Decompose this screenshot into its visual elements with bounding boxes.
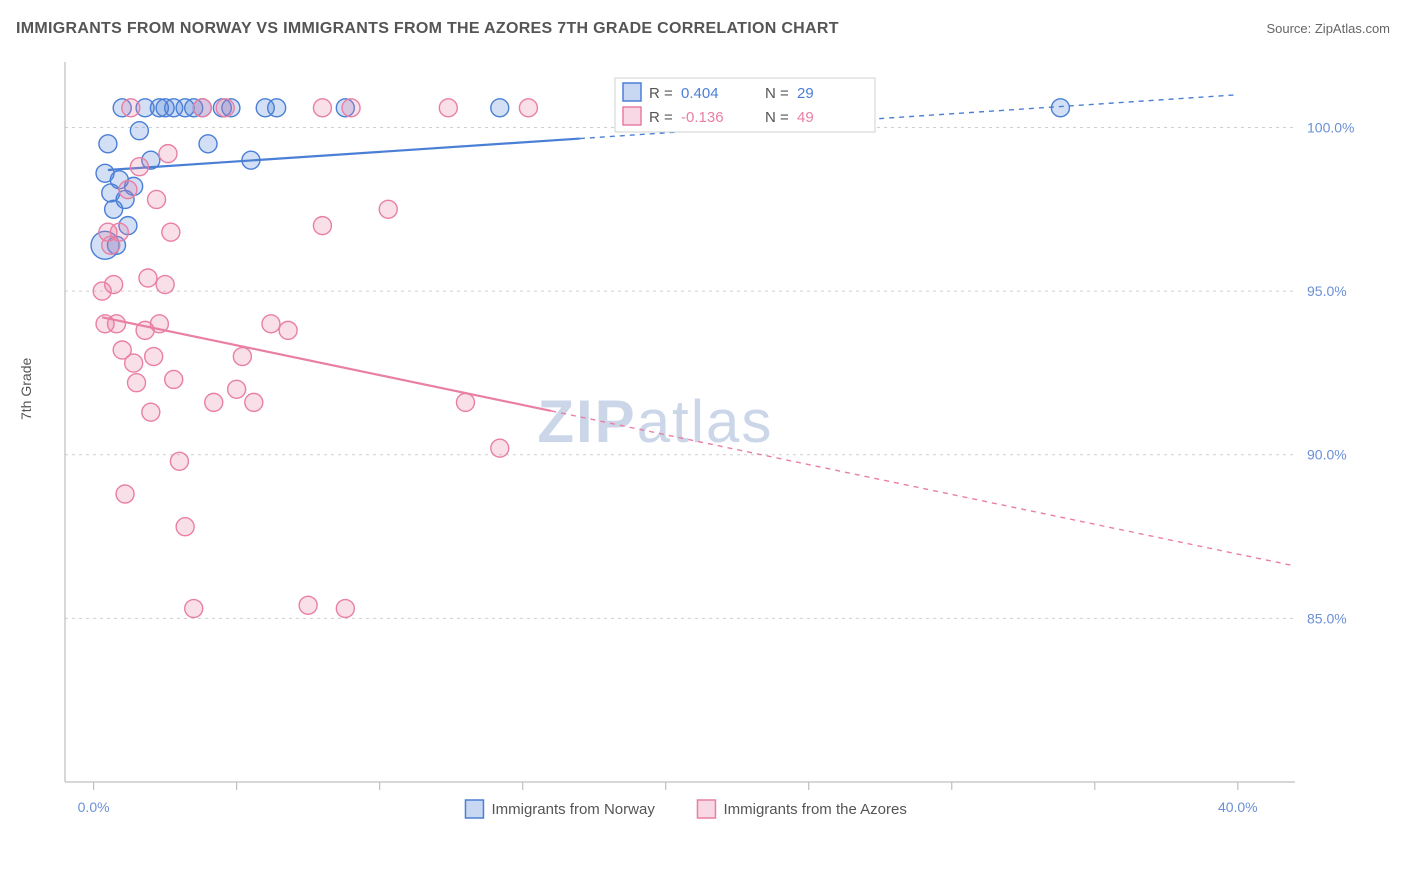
- svg-text:40.0%: 40.0%: [1218, 799, 1258, 815]
- chart-title: IMMIGRANTS FROM NORWAY VS IMMIGRANTS FRO…: [16, 20, 839, 38]
- svg-text:Immigrants from the Azores: Immigrants from the Azores: [723, 801, 906, 818]
- svg-text:N =: N =: [765, 109, 789, 126]
- svg-text:R =: R =: [649, 85, 673, 102]
- y-axis-label: 7th Grade: [18, 358, 34, 420]
- svg-text:100.0%: 100.0%: [1307, 119, 1354, 135]
- scatter-chart-svg: 85.0% 90.0% 95.0% 100.0% ZIPatlas 0.0% 40.0% R …: [55, 52, 1385, 842]
- svg-text:85.0%: 85.0%: [1307, 610, 1347, 626]
- svg-text:0.404: 0.404: [681, 85, 719, 102]
- svg-text:Immigrants from Norway: Immigrants from Norway: [491, 801, 655, 818]
- svg-text:0.0%: 0.0%: [78, 799, 110, 815]
- svg-text:ZIPatlas: ZIPatlas: [537, 388, 773, 455]
- svg-text:49: 49: [797, 109, 814, 126]
- svg-text:R =: R =: [649, 109, 673, 126]
- svg-text:90.0%: 90.0%: [1307, 447, 1347, 463]
- svg-text:-0.136: -0.136: [681, 109, 724, 126]
- source-attribution: Source: ZipAtlas.com: [1266, 21, 1390, 36]
- svg-text:29: 29: [797, 85, 814, 102]
- chart-plot: 85.0% 90.0% 95.0% 100.0% ZIPatlas 0.0% 40.0% R …: [55, 52, 1385, 812]
- svg-text:N =: N =: [765, 85, 789, 102]
- svg-text:95.0%: 95.0%: [1307, 283, 1347, 299]
